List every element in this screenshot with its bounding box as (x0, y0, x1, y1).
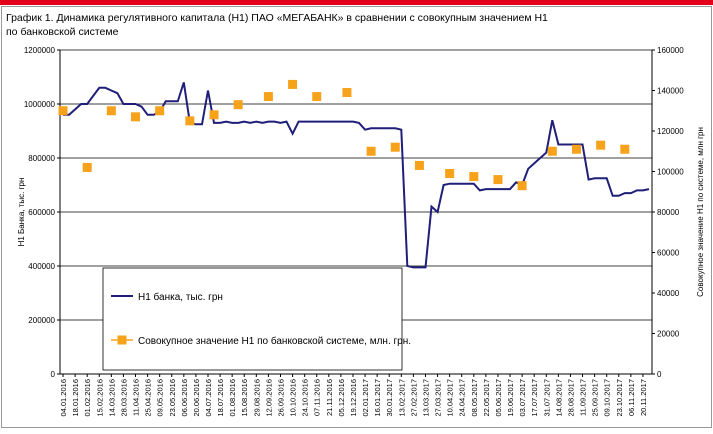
x-tick-label: 05.06.2017 (494, 379, 503, 417)
y2-tick-label: 120000 (657, 127, 684, 136)
y2-axis-label: Совокупное значение Н1 по системе, млн г… (696, 127, 705, 297)
marker (312, 92, 322, 102)
x-tick-label: 27.03.2017 (434, 379, 443, 417)
x-tick-label: 19.12.2016 (349, 379, 358, 417)
legend-label: Совокупное значение Н1 по банковской сис… (138, 335, 411, 347)
x-tick-label: 14.08.2017 (554, 379, 563, 417)
marker (547, 146, 557, 156)
x-tick-label: 15.02.2016 (95, 379, 104, 417)
x-tick-label: 04.07.2016 (204, 379, 213, 417)
x-tick-label: 10.04.2017 (446, 379, 455, 417)
x-tick-label: 21.11.2016 (325, 379, 334, 416)
x-tick-label: 28.08.2017 (566, 379, 575, 417)
marker (390, 142, 400, 152)
x-tick-label: 08.05.2017 (470, 379, 479, 417)
x-tick-label: 06.06.2016 (180, 379, 189, 417)
marker (571, 144, 581, 154)
marker (106, 106, 116, 116)
y-tick-label: 800000 (28, 154, 55, 163)
marker (288, 79, 298, 89)
x-tick-label: 27.02.2017 (409, 379, 418, 417)
y-tick-label: 200000 (28, 316, 55, 325)
x-tick-label: 13.02.2017 (397, 379, 406, 417)
y2-tick-label: 100000 (657, 168, 684, 177)
x-tick-label: 25.09.2017 (591, 379, 600, 417)
y-tick-label: 400000 (28, 262, 55, 271)
x-tick-label: 12.09.2016 (264, 379, 273, 417)
x-tick-label: 26.09.2016 (276, 379, 285, 417)
x-tick-label: 02.01.2017 (361, 379, 370, 417)
x-tick-label: 28.03.2016 (119, 379, 128, 417)
x-tick-label: 24.10.2016 (301, 379, 310, 417)
marker (342, 88, 352, 98)
y2-tick-label: 160000 (657, 46, 684, 55)
marker (366, 146, 376, 156)
x-tick-label: 10.10.2016 (289, 379, 298, 417)
top-bar (0, 0, 713, 5)
x-tick-label: 15.08.2016 (240, 379, 249, 417)
x-tick-label: 29.08.2016 (252, 379, 261, 417)
x-tick-label: 01.02.2016 (83, 379, 92, 417)
marker (263, 92, 273, 102)
marker (517, 181, 527, 191)
y2-tick-label: 0 (657, 370, 662, 379)
x-tick-label: 19.06.2017 (506, 379, 515, 417)
legend-box (102, 267, 403, 371)
x-tick-label: 18.01.2016 (71, 379, 80, 417)
marker (233, 100, 243, 110)
marker (469, 172, 479, 182)
x-tick-label: 09.10.2017 (603, 379, 612, 417)
x-tick-label: 13.03.2017 (421, 379, 430, 417)
x-tick-label: 22.05.2017 (482, 379, 491, 417)
legend-label: Н1 банка, тыс. грн (138, 291, 223, 303)
legend-swatch (117, 335, 127, 345)
y-tick-label: 1000000 (24, 100, 56, 109)
x-tick-label: 06.11.2017 (627, 379, 636, 416)
x-tick-label: 23.05.2016 (168, 379, 177, 417)
marker (209, 110, 219, 120)
x-tick-label: 23.10.2017 (615, 379, 624, 417)
x-tick-label: 25.04.2016 (144, 379, 153, 417)
x-tick-label: 24.04.2017 (458, 379, 467, 417)
x-tick-label: 30.01.2017 (385, 379, 394, 417)
y-axis-label: Н1 Банка, тыс. грн (17, 178, 26, 247)
marker (155, 106, 165, 116)
marker (185, 116, 195, 126)
chart-title: по банковской системе (6, 26, 119, 38)
marker (596, 140, 606, 150)
x-tick-label: 01.08.2016 (228, 379, 237, 417)
marker (58, 106, 68, 116)
x-tick-label: 09.05.2016 (156, 379, 165, 417)
y2-tick-label: 140000 (657, 87, 684, 96)
x-tick-label: 20.06.2016 (192, 379, 201, 417)
x-tick-label: 17.07.2017 (530, 379, 539, 417)
marker (414, 160, 424, 170)
x-tick-label: 18.07.2016 (216, 379, 225, 417)
x-tick-label: 03.07.2017 (518, 379, 527, 417)
marker (82, 162, 92, 172)
y2-tick-label: 20000 (657, 330, 680, 339)
marker (493, 175, 503, 185)
y2-tick-label: 60000 (657, 249, 680, 258)
x-tick-label: 04.01.2016 (59, 379, 68, 417)
marker (131, 112, 141, 122)
chart-title: График 1. Динамика регулятивного капитал… (6, 12, 548, 24)
x-tick-label: 20.11.2017 (639, 379, 648, 416)
x-tick-label: 07.11.2016 (313, 379, 322, 416)
x-tick-label: 05.12.2016 (337, 379, 346, 417)
y2-tick-label: 80000 (657, 208, 680, 217)
x-tick-label: 31.07.2017 (542, 379, 551, 417)
x-tick-label: 11.04.2016 (132, 379, 141, 416)
x-tick-label: 16.01.2017 (373, 379, 382, 417)
y2-tick-label: 40000 (657, 289, 680, 298)
y-tick-label: 600000 (28, 208, 55, 217)
y-tick-label: 0 (51, 370, 56, 379)
marker (445, 169, 455, 179)
x-tick-label: 11.09.2017 (579, 379, 588, 416)
x-tick-label: 14.03.2016 (107, 379, 116, 417)
y-tick-label: 1200000 (24, 46, 56, 55)
marker (620, 144, 630, 154)
